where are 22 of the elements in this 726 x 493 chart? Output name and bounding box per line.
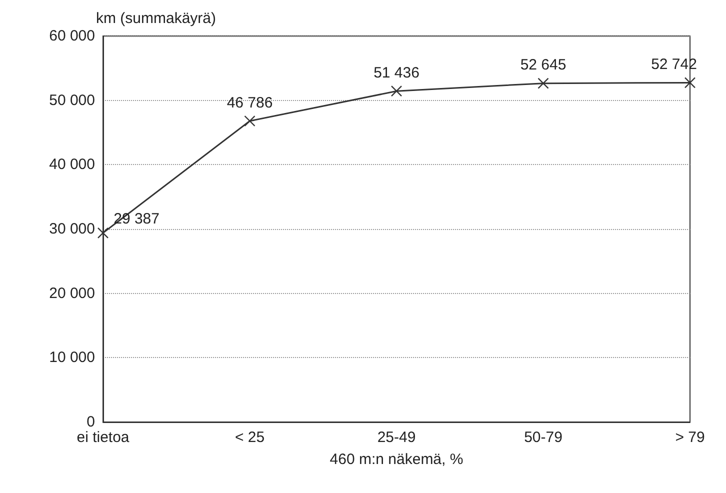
point	[97, 227, 109, 239]
point	[244, 115, 256, 127]
y-tick-label: 20 000	[49, 284, 95, 302]
data-label: 52 645	[520, 56, 566, 74]
data-label: 46 786	[226, 94, 273, 112]
point	[538, 78, 549, 89]
x-tick-label: ei tietoa	[76, 429, 130, 446]
y-tick-label: 0	[86, 414, 95, 430]
point	[684, 77, 696, 88]
y-tick-label: 10 000	[49, 349, 95, 366]
x-tick-label: < 25	[234, 429, 265, 446]
x-tick-label: > 79	[675, 429, 705, 446]
y-tick-label: 50 000	[49, 92, 95, 109]
y-tick-label: 40 000	[49, 156, 95, 174]
data-label: 51 436	[374, 64, 420, 82]
x-tick-label: 25-49	[377, 429, 416, 446]
y-tick-label: 30 000	[49, 220, 95, 238]
y-tick-label: 60 000	[49, 28, 95, 44]
x-tick-label: 50-79	[524, 429, 562, 446]
point	[390, 85, 402, 97]
x-axis-title: 460 m:n näkemä, %	[330, 451, 464, 468]
y-axis-title: km (summakäyrä)	[96, 10, 216, 27]
